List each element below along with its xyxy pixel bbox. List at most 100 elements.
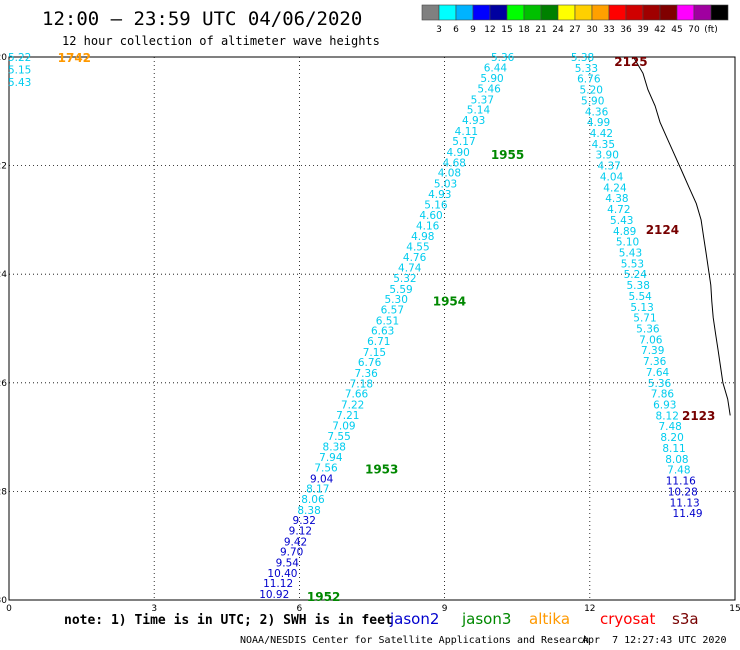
wave-height-label: 8.11: [662, 443, 685, 455]
wave-height-label: 10.28: [668, 486, 698, 498]
lon-tick-label: 15: [729, 604, 740, 614]
footer-note: note: 1) Time is in UTC; 2) SWH is in fe…: [64, 613, 393, 628]
timestamp-text: Apr 7 12:27:43 UTC 2020: [582, 635, 727, 646]
wave-height-label: 9.12: [289, 525, 312, 537]
wave-height-label: 4.37: [597, 161, 620, 173]
wave-height-label: 5.43: [619, 247, 642, 259]
wave-height-label: 5.43: [610, 215, 633, 227]
wave-height-label: 6.71: [367, 336, 390, 348]
pass-time-label: 2123: [682, 409, 715, 423]
wave-height-label: 4.38: [605, 193, 628, 205]
legend-tick-label: 36: [620, 25, 632, 35]
credit-text: NOAA/NESDIS Center for Satellite Applica…: [240, 635, 590, 646]
wave-height-label: 7.18: [350, 378, 373, 390]
wave-height-label: 5.36: [648, 378, 672, 390]
wave-height-label: 5.71: [633, 313, 656, 325]
wave-height-label: 8.08: [665, 454, 688, 466]
legend-swatch: [557, 4, 576, 21]
wave-height-label: 5.36: [636, 324, 660, 336]
wave-height-label: 7.48: [658, 421, 681, 433]
legend-tick-label: 6: [453, 25, 459, 35]
lon-tick-label: 12: [584, 604, 595, 614]
wave-height-label: 5.46: [477, 83, 501, 95]
pass-time-label: 1954: [433, 294, 466, 308]
wave-height-label: 5.16: [424, 200, 448, 212]
legend-jason2: jason2: [390, 610, 440, 628]
wave-height-label: 8.38: [323, 441, 346, 453]
wave-height-label: 9.70: [280, 547, 303, 559]
lon-tick-label: 9: [442, 604, 448, 614]
wave-height-label: 4.36: [585, 106, 609, 118]
legend-cryosat: cryosat: [600, 610, 656, 628]
wave-height-label: 7.48: [667, 465, 690, 477]
legend-swatch: [591, 4, 610, 21]
legend-swatch: [625, 4, 644, 21]
wave-height-label: 5.13: [630, 302, 653, 314]
pass-time-label: 1953: [365, 463, 398, 477]
lat-tick-label: 28: [0, 487, 7, 497]
wave-height-label: 5.53: [621, 258, 644, 270]
wave-height-label: 6.76: [577, 74, 601, 86]
wave-height-label: 5.38: [627, 280, 650, 292]
pass-time-label: 1955: [491, 148, 524, 162]
wave-height-label: 7.86: [651, 389, 675, 401]
wave-height-label: 4.24: [603, 182, 627, 194]
wave-height-label: 10.92: [259, 589, 289, 601]
wave-height-label: 11.13: [670, 497, 700, 509]
wave-height-label: 4.72: [607, 204, 630, 216]
wave-height-label: 7.15: [363, 347, 386, 359]
wave-height-label: 7.94: [319, 452, 343, 464]
wave-height-label: 7.09: [332, 421, 355, 433]
wave-height-label: 4.99: [587, 117, 610, 129]
wave-height-label: 4.04: [600, 171, 624, 183]
legend-swatch: [608, 4, 627, 21]
wave-height-label: 5.30: [385, 294, 408, 306]
wave-height-label: 4.74: [398, 263, 422, 275]
legend-altika: altika: [529, 610, 571, 628]
wave-height-label: 5.90: [581, 95, 604, 107]
legend-tick-label: 12: [484, 25, 495, 35]
wave-height-label: 4.90: [446, 147, 469, 159]
wave-height-label: 9.32: [293, 515, 316, 527]
wave-height-label: 5.33: [575, 63, 598, 75]
legend-swatch: [489, 4, 508, 21]
wave-height-label: 6.76: [358, 357, 382, 369]
wave-height-label: 5.32: [393, 273, 416, 285]
pass-time-label: 2125: [614, 55, 647, 69]
lon-tick-label: 6: [297, 604, 303, 614]
wave-height-label: 7.64: [646, 367, 670, 379]
wave-height-label: 4.93: [428, 189, 451, 201]
wave-height-label: 7.06: [639, 334, 663, 346]
legend-swatch: [506, 4, 525, 21]
wave-height-label: 7.39: [641, 345, 664, 357]
legend-swatch: [421, 4, 440, 21]
wave-height-label: 5.14: [467, 105, 491, 117]
map-title: 12:00 – 23:59 UTC 04/06/2020: [42, 8, 363, 30]
wave-height-label: 6.63: [371, 326, 394, 338]
lat-tick-label: 20: [0, 53, 7, 63]
legend-swatch: [540, 4, 559, 21]
legend-swatch: [642, 4, 661, 21]
wave-height-label: 5.36: [491, 52, 515, 64]
wave-height-label: 4.93: [462, 115, 485, 127]
wave-height-label: 5.10: [616, 237, 639, 249]
coastline: [632, 56, 731, 416]
wave-height-label: 5.24: [624, 269, 648, 281]
wave-height-label: 6.44: [484, 62, 508, 74]
wave-height-label: 7.66: [345, 389, 369, 401]
legend-swatch: [574, 4, 593, 21]
wave-height-label: 5.38: [571, 52, 594, 64]
wave-height-label: 4.68: [443, 157, 466, 169]
wave-height-label: 7.36: [354, 368, 378, 380]
wave-height-label: 4.42: [590, 128, 613, 140]
wave-height-label: 5.54: [628, 291, 652, 303]
wave-height-label: 4.89: [613, 226, 636, 238]
wave-height-label: 6.51: [376, 315, 399, 327]
legend-tick-label: 21: [535, 25, 546, 35]
legend-swatch: [438, 4, 457, 21]
legend-tick-label: (ft): [704, 25, 718, 35]
lat-tick-label: 30: [0, 596, 7, 606]
legend-swatch: [455, 4, 474, 21]
wave-height-label: 4.16: [416, 220, 440, 232]
wave-height-label: 9.54: [276, 558, 300, 570]
